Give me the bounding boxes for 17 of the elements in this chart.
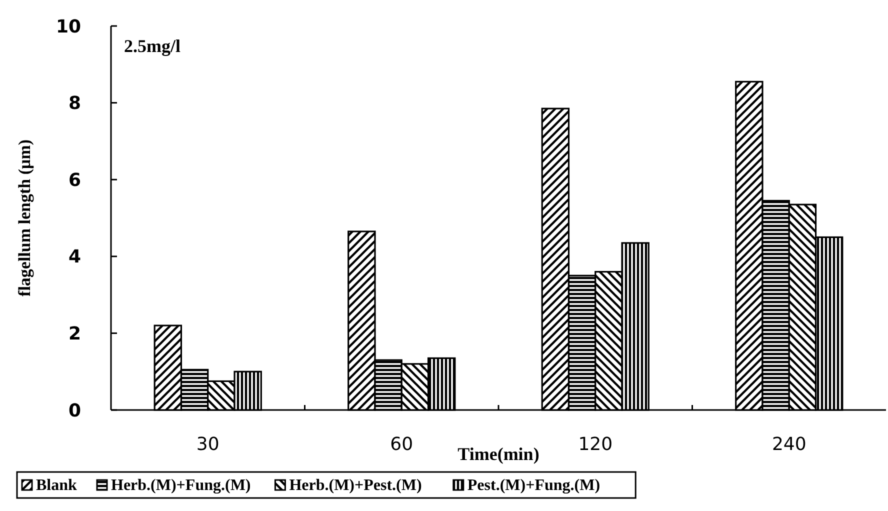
x-tick-label: 240 <box>772 434 806 455</box>
x-tick-label: 120 <box>578 434 613 455</box>
legend-label: Blank <box>36 477 78 494</box>
y-axis-title: flagellum length (μm) <box>15 140 34 296</box>
y-tick-label: 10 <box>56 16 81 38</box>
annotation: 2.5mg/l <box>124 36 180 56</box>
legend-label: Herb.(M)+Pest.(M) <box>289 477 422 494</box>
legend-label: Pest.(M)+Fung.(M) <box>467 477 600 494</box>
y-tick-label: 4 <box>68 246 81 268</box>
x-tick-label: 30 <box>196 434 220 455</box>
legend-label: Herb.(M)+Fung.(M) <box>111 477 251 494</box>
y-tick-label: 8 <box>68 93 81 114</box>
y-tick-label: 6 <box>68 170 81 191</box>
y-tick-label: 2 <box>68 324 81 344</box>
y-tick-label: 0 <box>68 400 81 422</box>
x-axis-title: Time(min) <box>458 444 540 464</box>
x-tick-label: 60 <box>390 434 414 455</box>
